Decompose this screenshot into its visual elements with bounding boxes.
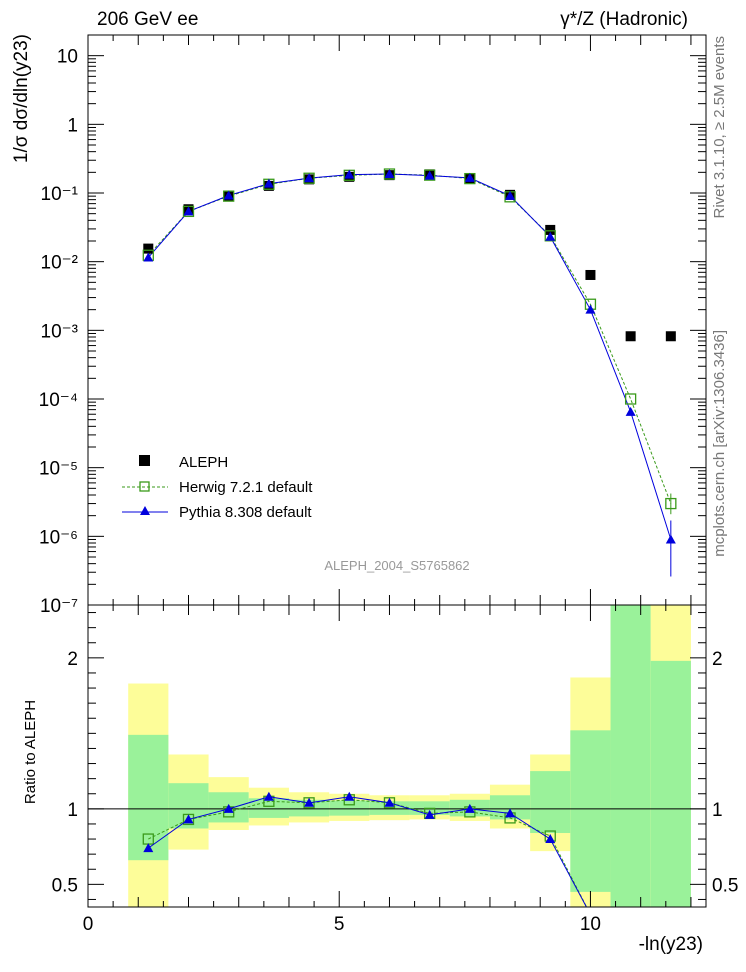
data-point-pythia <box>304 173 315 183</box>
data-point-pythia <box>424 170 435 180</box>
ratio-point-pythia <box>505 808 516 818</box>
data-point-pythia <box>223 190 234 200</box>
ratio-y-axis-title: Ratio to ALEPH <box>22 700 39 804</box>
ratio-point-pythia <box>545 834 556 844</box>
data-point-pythia <box>143 252 154 262</box>
uncertainty-band-inner <box>570 730 611 892</box>
y-tick-label: 10⁻⁶ <box>39 527 78 548</box>
y-tick-label: 10⁻² <box>41 253 79 274</box>
data-point-pythia <box>665 534 676 544</box>
legend-label-herwig: Herwig 7.2.1 default <box>179 479 313 496</box>
data-point-aleph <box>545 224 556 235</box>
ratio-point-pythia <box>143 843 154 853</box>
ratio-y-tick-label-right: 0.5 <box>712 875 738 896</box>
data-point-herwig <box>624 393 637 405</box>
y-tick-label: 10⁻⁷ <box>40 596 78 617</box>
legend: ALEPH Herwig 7.2.1 default Pythia 8.308 … <box>122 454 313 521</box>
rivet-version-label: Rivet 3.1.10, ≥ 2.5M events <box>711 36 728 219</box>
y-tick-label: 1 <box>67 115 78 136</box>
ratio-panel: 0 5 10 0.5 0.5 1 1 2 2 <box>52 604 738 935</box>
legend-marker-pythia <box>140 506 150 515</box>
data-point-pythia <box>545 231 556 241</box>
legend-marker-aleph <box>139 455 150 466</box>
ratio-y-tick-label: 1 <box>67 800 78 821</box>
ratio-y-tick-label-right: 1 <box>712 800 723 821</box>
y-tick-label: 10⁻¹ <box>41 184 79 205</box>
data-point-aleph <box>143 243 154 254</box>
ratio-point-pythia <box>263 791 274 801</box>
legend-label-aleph: ALEPH <box>179 454 228 471</box>
ratio-y-tick-label: 0.5 <box>52 875 78 896</box>
uncertainty-band-inner <box>248 798 289 818</box>
ratio-bands <box>88 605 706 907</box>
data-point-pythia <box>464 172 475 182</box>
uncertainty-band-inner <box>128 734 169 861</box>
y-axis-title: 1/σ dσ/dln(y23) <box>11 34 32 163</box>
analysis-watermark: ALEPH_2004_S5765862 <box>324 558 469 573</box>
data-point-herwig <box>544 230 556 242</box>
ratio-point-pythia <box>344 791 355 801</box>
ratio-point-pythia <box>424 809 435 819</box>
data-point-herwig <box>424 169 436 181</box>
uncertainty-band-inner <box>650 660 691 907</box>
x-tick-label: 5 <box>334 914 345 935</box>
ratio-y-tick-label-right: 2 <box>712 649 723 670</box>
ratio-point-pythia <box>384 797 395 807</box>
ratio-line-pythia <box>148 796 587 907</box>
legend-marker-herwig <box>139 481 150 492</box>
data-point-pythia <box>625 406 636 416</box>
ratio-frame <box>87 604 707 908</box>
y-tick-label: 10⁻³ <box>41 321 79 342</box>
data-point-pythia <box>585 304 596 314</box>
energy-label: 206 GeV ee <box>97 9 198 30</box>
upper-data <box>142 168 677 577</box>
upper-panel: 10⁻⁷ 10⁻⁶ 10⁻⁵ 10⁻⁴ 10⁻³ 10⁻² 10⁻¹ 1 10 <box>39 34 707 617</box>
y-tick-label: 10⁻⁴ <box>39 390 78 411</box>
ratio-line-herwig <box>148 799 588 907</box>
ratio-point-pythia <box>304 797 315 807</box>
y-tick-label: 10 <box>57 47 78 68</box>
data-point-pythia <box>263 178 274 188</box>
data-point-pythia <box>505 190 516 200</box>
data-point-pythia <box>384 169 395 179</box>
ratio-y-tick-label: 2 <box>67 649 78 670</box>
uncertainty-band-inner <box>329 800 370 816</box>
data-point-herwig <box>665 497 677 510</box>
y-tick-label: 10⁻⁵ <box>39 459 78 480</box>
uncertainty-band-inner <box>610 605 651 907</box>
x-tick-label: 0 <box>83 914 94 935</box>
x-axis-title: -ln(y23) <box>639 934 703 955</box>
data-point-pythia <box>344 169 355 179</box>
legend-label-pythia: Pythia 8.308 default <box>179 504 312 521</box>
process-label: γ*/Z (Hadronic) <box>560 9 688 30</box>
data-point-aleph <box>625 331 636 342</box>
series-line-pythia <box>147 173 672 540</box>
data-point-aleph <box>585 269 596 280</box>
data-point-aleph <box>665 331 676 342</box>
ratio-point-pythia <box>223 803 234 813</box>
data-point-pythia <box>183 206 194 216</box>
ratio-point-pythia <box>464 803 475 813</box>
mcplots-label: mcplots.cern.ch [arXiv:1306.3436] <box>711 330 728 557</box>
uncertainty-band-inner <box>530 771 571 834</box>
x-tick-label: 10 <box>580 914 601 935</box>
ratio-point-pythia <box>183 814 194 824</box>
